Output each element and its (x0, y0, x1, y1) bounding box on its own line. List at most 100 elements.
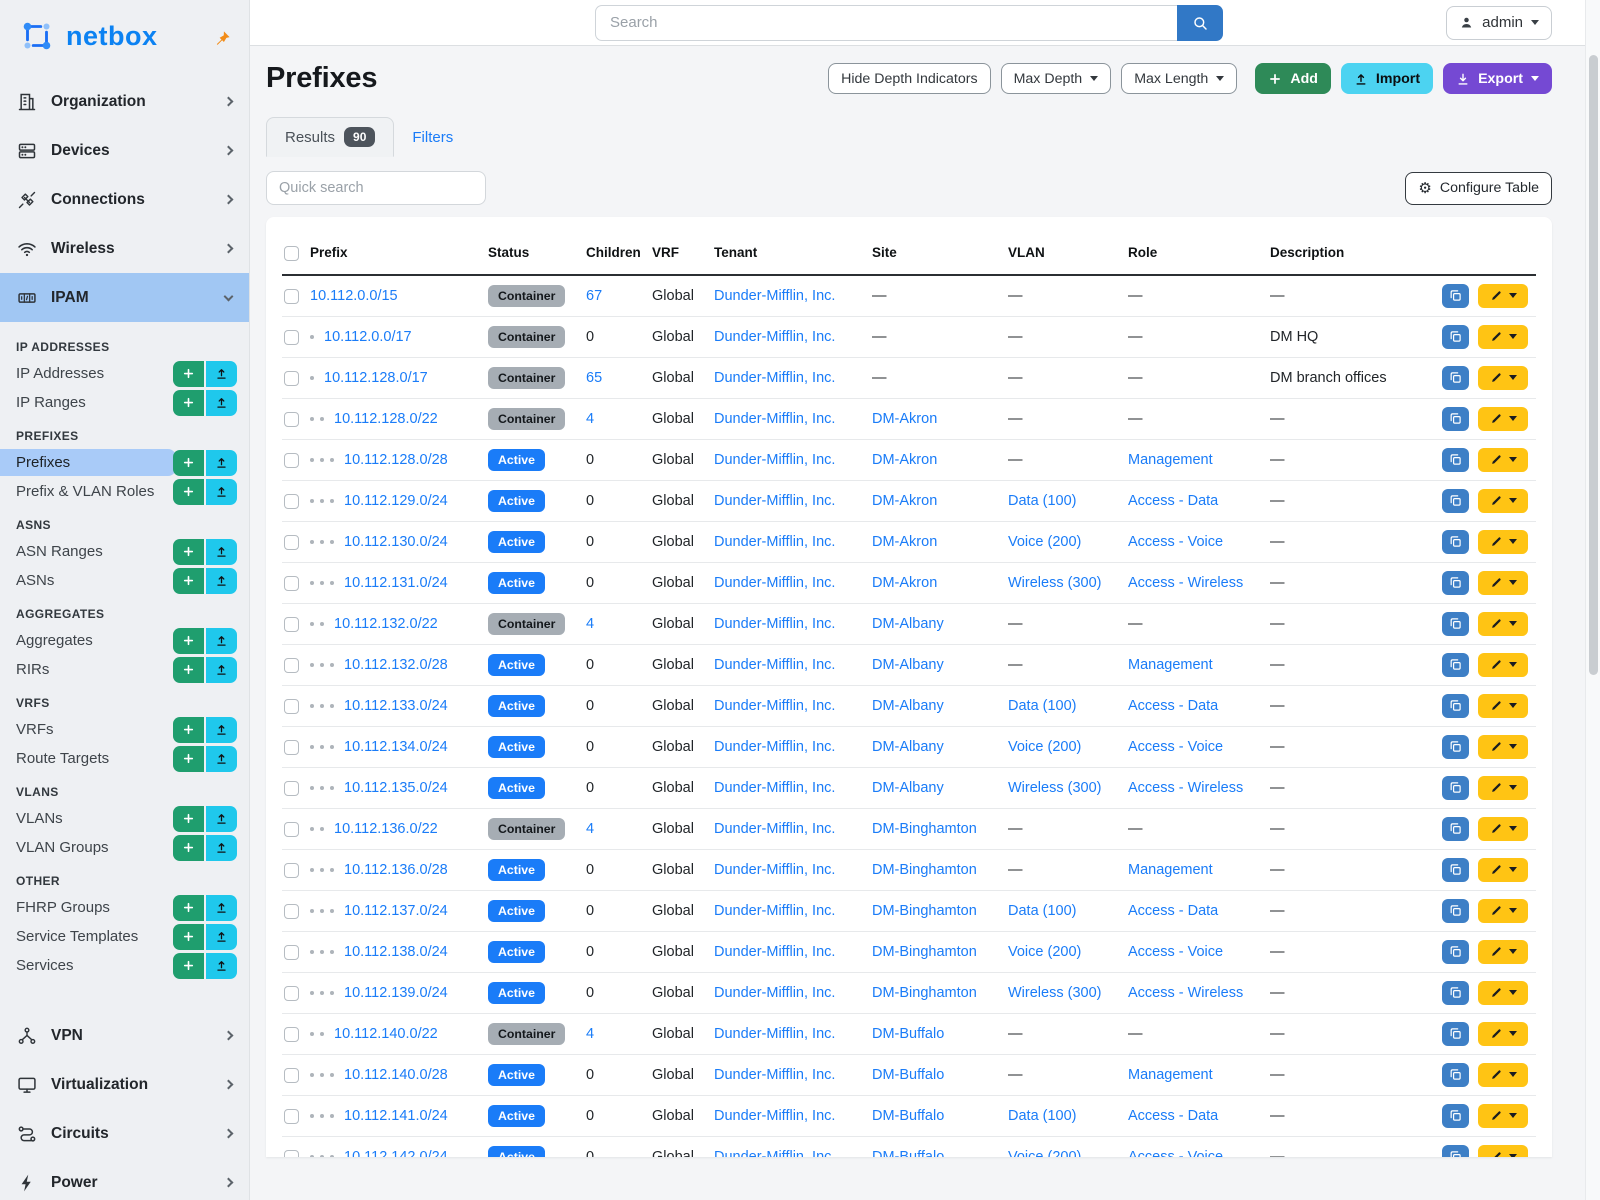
edit-button[interactable] (1478, 1144, 1528, 1157)
sidebar-item-vpn[interactable]: VPN (0, 1011, 249, 1060)
role-link[interactable]: Access - Data (1128, 492, 1219, 509)
submenu-link-service-templates[interactable]: Service Templates (16, 928, 139, 945)
add-button[interactable]: Add (1255, 63, 1331, 94)
role-link[interactable]: Access - Wireless (1128, 574, 1244, 591)
tenant-link[interactable]: Dunder-Mifflin, Inc. (714, 943, 836, 960)
role-link[interactable]: Access - Voice (1128, 533, 1224, 550)
copy-button[interactable] (1441, 570, 1469, 595)
hide-depth-indicators-button[interactable]: Hide Depth Indicators (828, 63, 991, 94)
copy-button[interactable] (1441, 857, 1469, 882)
tenant-link[interactable]: Dunder-Mifflin, Inc. (714, 533, 836, 550)
tenant-link[interactable]: Dunder-Mifflin, Inc. (714, 287, 836, 304)
quick-import-button[interactable] (206, 805, 237, 832)
prefix-link[interactable]: 10.112.132.0/22 (334, 615, 438, 632)
tab-filters[interactable]: Filters (412, 128, 454, 146)
edit-button[interactable] (1478, 857, 1528, 882)
row-checkbox[interactable] (284, 370, 299, 386)
tenant-link[interactable]: Dunder-Mifflin, Inc. (714, 820, 836, 837)
site-link[interactable]: DM-Binghamton (872, 820, 977, 837)
row-checkbox[interactable] (284, 329, 299, 345)
sidebar-item-wireless[interactable]: Wireless (0, 224, 249, 273)
submenu-link-fhrp-groups[interactable]: FHRP Groups (16, 899, 110, 916)
tenant-link[interactable]: Dunder-Mifflin, Inc. (714, 410, 836, 427)
copy-button[interactable] (1441, 693, 1469, 718)
quick-add-button[interactable] (173, 389, 204, 416)
copy-button[interactable] (1441, 980, 1469, 1005)
quick-add-button[interactable] (173, 567, 204, 594)
tenant-link[interactable]: Dunder-Mifflin, Inc. (714, 328, 836, 345)
tenant-link[interactable]: Dunder-Mifflin, Inc. (714, 902, 836, 919)
site-link[interactable]: DM-Akron (872, 410, 938, 427)
edit-button[interactable] (1478, 529, 1528, 554)
row-checkbox[interactable] (284, 616, 299, 632)
logo-text[interactable]: netbox (66, 20, 158, 51)
copy-button[interactable] (1441, 1103, 1469, 1128)
site-link[interactable]: DM-Albany (872, 615, 944, 632)
site-link[interactable]: DM-Albany (872, 697, 944, 714)
tenant-link[interactable]: Dunder-Mifflin, Inc. (714, 697, 836, 714)
prefix-link[interactable]: 10.112.129.0/24 (344, 492, 448, 509)
column-header-vlan[interactable]: VLAN (1006, 233, 1126, 276)
quick-import-button[interactable] (206, 716, 237, 743)
site-link[interactable]: DM-Albany (872, 656, 944, 673)
row-checkbox[interactable] (284, 1149, 299, 1157)
vlan-link[interactable]: Voice (200) (1008, 738, 1082, 755)
prefix-link[interactable]: 10.112.134.0/24 (344, 738, 448, 755)
page-scrollbar[interactable] (1585, 0, 1600, 1200)
prefix-link[interactable]: 10.112.142.0/24 (344, 1148, 448, 1157)
quick-add-button[interactable] (173, 449, 204, 476)
prefix-link[interactable]: 10.112.136.0/22 (334, 820, 438, 837)
column-header-description[interactable]: Description (1268, 233, 1436, 276)
site-link[interactable]: DM-Akron (872, 492, 938, 509)
quick-add-button[interactable] (173, 656, 204, 683)
vlan-link[interactable]: Data (100) (1008, 492, 1077, 509)
prefix-link[interactable]: 10.112.132.0/28 (344, 656, 448, 673)
role-link[interactable]: Access - Data (1128, 697, 1219, 714)
submenu-link-asn-ranges[interactable]: ASN Ranges (16, 543, 103, 560)
edit-button[interactable] (1478, 1021, 1528, 1046)
site-link[interactable]: DM-Buffalo (872, 1107, 945, 1124)
tenant-link[interactable]: Dunder-Mifflin, Inc. (714, 492, 836, 509)
prefix-link[interactable]: 10.112.137.0/24 (344, 902, 448, 919)
role-link[interactable]: Management (1128, 656, 1213, 673)
prefix-link[interactable]: 10.112.0.0/17 (324, 328, 412, 345)
edit-button[interactable] (1478, 324, 1528, 349)
tenant-link[interactable]: Dunder-Mifflin, Inc. (714, 1148, 836, 1157)
row-checkbox[interactable] (284, 780, 299, 796)
prefix-link[interactable]: 10.112.135.0/24 (344, 779, 448, 796)
submenu-link-asns[interactable]: ASNs (16, 572, 55, 589)
quick-add-button[interactable] (173, 805, 204, 832)
configure-table-button[interactable]: ⚙ Configure Table (1405, 171, 1552, 205)
copy-button[interactable] (1441, 447, 1469, 472)
quick-add-button[interactable] (173, 834, 204, 861)
row-checkbox[interactable] (284, 411, 299, 427)
site-link[interactable]: DM-Akron (872, 574, 938, 591)
site-link[interactable]: DM-Akron (872, 451, 938, 468)
copy-button[interactable] (1441, 611, 1469, 636)
quick-add-button[interactable] (173, 716, 204, 743)
quick-add-button[interactable] (173, 745, 204, 772)
tab-results[interactable]: Results 90 (266, 117, 395, 157)
vlan-link[interactable]: Data (100) (1008, 902, 1077, 919)
site-link[interactable]: DM-Binghamton (872, 902, 977, 919)
search-button[interactable] (1177, 4, 1223, 41)
copy-button[interactable] (1441, 324, 1469, 349)
vlan-link[interactable]: Data (100) (1008, 697, 1077, 714)
quick-import-button[interactable] (206, 449, 237, 476)
role-link[interactable]: Access - Data (1128, 902, 1219, 919)
prefix-link[interactable]: 10.112.128.0/22 (334, 410, 438, 427)
row-checkbox[interactable] (284, 288, 299, 304)
prefix-link[interactable]: 10.112.140.0/22 (334, 1025, 438, 1042)
tenant-link[interactable]: Dunder-Mifflin, Inc. (714, 1066, 836, 1083)
prefix-link[interactable]: 10.112.128.0/28 (344, 451, 448, 468)
copy-button[interactable] (1441, 406, 1469, 431)
submenu-link-vrfs[interactable]: VRFs (16, 721, 54, 738)
quick-add-button[interactable] (173, 923, 204, 950)
prefix-link[interactable]: 10.112.133.0/24 (344, 697, 448, 714)
role-link[interactable]: Access - Voice (1128, 738, 1224, 755)
edit-button[interactable] (1478, 447, 1528, 472)
submenu-link-vlans[interactable]: VLANs (16, 810, 63, 827)
search-input[interactable] (595, 4, 1177, 41)
vlan-link[interactable]: Wireless (300) (1008, 779, 1102, 796)
row-checkbox[interactable] (284, 862, 299, 878)
